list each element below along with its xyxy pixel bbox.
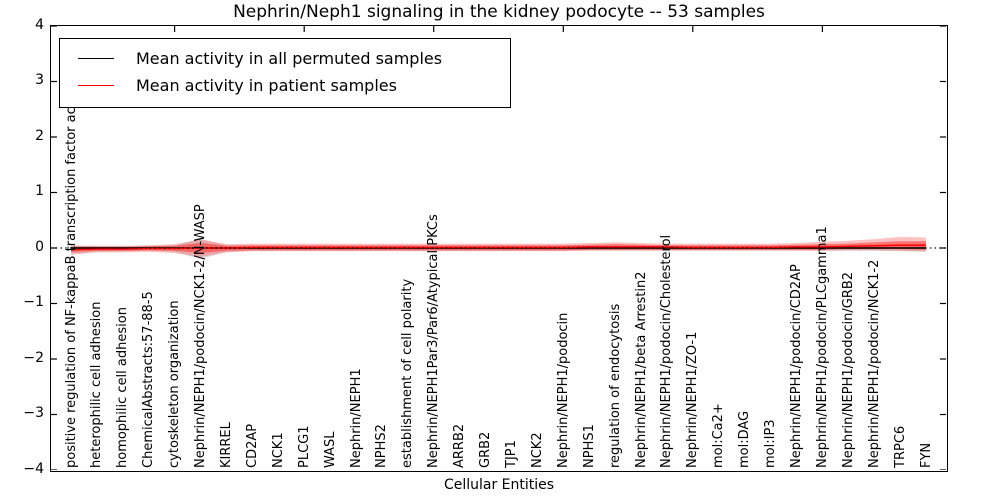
legend-item-patient: Mean activity in patient samples [66, 72, 504, 99]
x-tick-label: CD2AP [244, 423, 260, 468]
x-tick-label: Nephrin/NEPH1/beta Arrestin2 [633, 271, 649, 469]
x-tick-label: Nephrin/NEPH1/podocin/PLCgamma1 [814, 226, 830, 468]
legend-item-permuted: Mean activity in all permuted samples [66, 45, 504, 72]
x-tick-label: Nephrin/NEPH1/podocin/NCK1-2 [866, 259, 882, 468]
x-tick-label: Nephrin/NEPH1 [348, 368, 364, 468]
x-tick-label: WASL [322, 431, 338, 468]
legend-label-permuted: Mean activity in all permuted samples [136, 49, 443, 68]
x-tick-label: mol:IP3 [763, 419, 779, 468]
x-tick-label: heterophilic cell adhesion [89, 301, 105, 469]
plot-area: positive regulation of NF-kappaB transcr… [50, 25, 948, 472]
x-tick-label: cytoskeleton organization [167, 300, 183, 468]
x-tick-label: Nephrin/NEPH1Par3/Par6/Atypical PKCs [426, 214, 442, 468]
x-tick-label: Nephrin/NEPH1/podocin/Cholesterol [659, 234, 675, 468]
x-tick-label: PLCG1 [296, 425, 312, 468]
x-tick-label: establishment of cell polarity [400, 278, 416, 468]
x-tick-label: Nephrin/NEPH1/podocin/GRB2 [840, 271, 856, 468]
y-tick-label: 3 [35, 72, 44, 88]
x-tick-label: positive regulation of NF-kappaB transcr… [63, 74, 79, 468]
x-tick-label: NPHS2 [374, 424, 390, 468]
y-tick-label: 2 [35, 127, 44, 144]
patient-line-sample-icon [78, 85, 114, 86]
x-tick-label: ChemicalAbstracts:57-88-5 [141, 291, 157, 468]
x-tick-label: NCK1 [270, 432, 286, 468]
y-tick-label: −2 [23, 349, 44, 366]
x-tick-label: KIRREL [218, 422, 234, 468]
x-tick-label: ARRB2 [452, 423, 468, 468]
y-tick-label: −4 [23, 460, 44, 477]
legend-label-patient: Mean activity in patient samples [136, 76, 397, 95]
x-tick-label: TJP1 [503, 440, 519, 468]
x-axis-title: Cellular Entities [443, 477, 555, 493]
y-tick-label: 0 [35, 238, 44, 255]
x-tick-label: mol:Ca2+ [711, 403, 727, 468]
x-tick-label: NCK2 [529, 432, 545, 468]
x-tick-label: TRPC6 [892, 425, 908, 468]
permuted-samples-range [71, 238, 926, 260]
chart-canvas [51, 26, 946, 470]
y-tick-label: 1 [35, 183, 44, 199]
y-tick-label: −3 [23, 405, 44, 421]
x-tick-label: homophilic cell adhesion [115, 307, 131, 468]
x-tick-label: regulation of endocytosis [607, 303, 623, 468]
x-tick-label: Nephrin/NEPH1/podocin/CD2AP [788, 264, 804, 468]
y-tick-label: 4 [35, 16, 44, 33]
x-tick-label: FYN [918, 442, 934, 468]
chart-title: Nephrin/Neph1 signaling in the kidney po… [233, 2, 765, 22]
legend: Mean activity in all permuted samples Me… [59, 38, 511, 108]
x-tick-label: NPHS1 [581, 424, 597, 468]
x-tick-label: GRB2 [478, 431, 494, 468]
x-tick-label: mol:DAG [737, 410, 753, 468]
y-tick-label: −1 [23, 294, 44, 310]
x-tick-label: Nephrin/NEPH1/podocin [555, 312, 571, 468]
x-tick-label: Nephrin/NEPH1/podocin/NCK1-2/N-WASP [193, 204, 209, 468]
x-tick-label: Nephrin/NEPH1/ZO-1 [685, 331, 701, 468]
permuted-line-sample-icon [78, 58, 114, 59]
